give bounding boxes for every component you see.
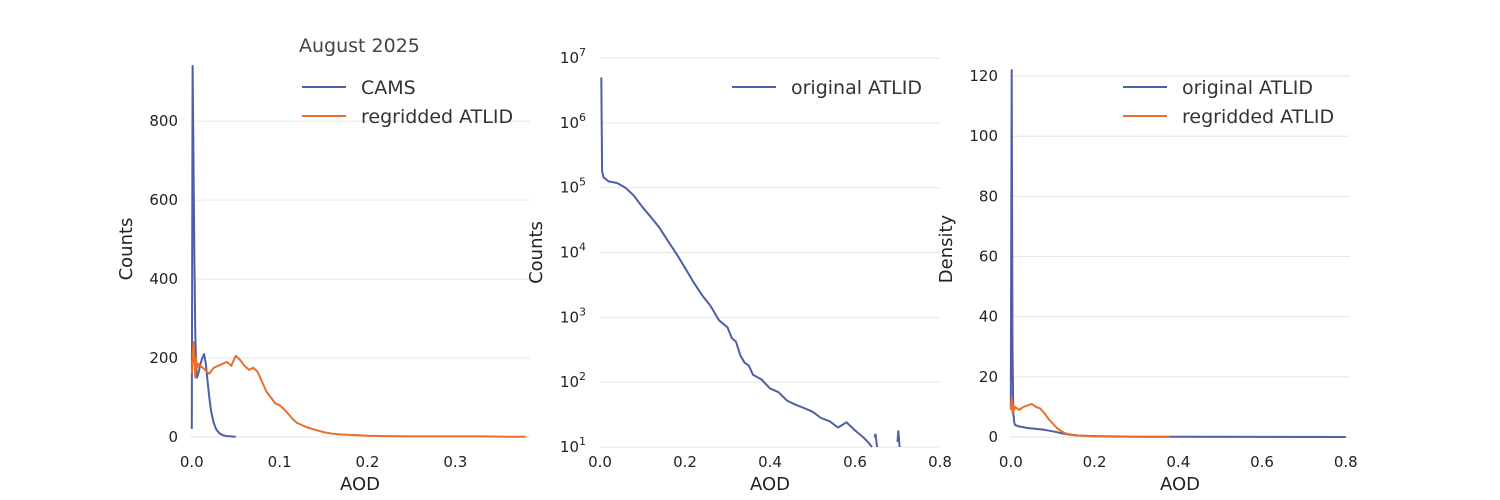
x-tick-label: 0.2 (673, 453, 697, 471)
chart-panel-density: 0 20 40 60 80 100 120 0.0 0.2 0.4 0.6 0.8 AOD Density… (936, 67, 1358, 495)
y-tick-label: 106 (560, 111, 586, 132)
y-axis-label: Counts (116, 218, 137, 281)
y-tick-label: 0 (168, 428, 178, 446)
y-tick-label: 120 (969, 67, 998, 85)
y-tick-label: 60 (979, 248, 998, 266)
series-line-regridded-atlid (1009, 396, 1171, 438)
x-tick-label: 0.8 (1334, 453, 1358, 471)
legend-title: August 2025 (299, 35, 420, 57)
y-axis-label: Density (936, 214, 957, 283)
x-axis-label: AOD (340, 474, 380, 495)
y-tick-label: 103 (560, 305, 586, 326)
y-tick-label: 100 (969, 127, 998, 145)
y-tick-label: 200 (149, 349, 178, 367)
x-tick-label: 0.2 (1083, 453, 1107, 471)
x-tick-label: 0.3 (443, 453, 467, 471)
x-tick-label: 0.2 (356, 453, 380, 471)
y-tick-label: 105 (560, 176, 586, 197)
y-tick-label: 800 (149, 112, 178, 130)
y-tick-label: 600 (149, 191, 178, 209)
x-tick-label: 0.0 (588, 453, 612, 471)
y-tick-label: 101 (560, 435, 586, 456)
y-tick-label: 0 (988, 428, 998, 446)
x-tick-label: 0.4 (758, 453, 782, 471)
y-tick-label: 107 (560, 46, 586, 67)
y-tick-label: 40 (979, 308, 998, 326)
y-tick-label: 102 (560, 370, 586, 391)
x-tick-label: 0.0 (180, 453, 204, 471)
series-line-cams (190, 64, 236, 438)
series-line-fragment (873, 433, 879, 448)
series-line-original-atlid (600, 77, 873, 448)
x-tick-label: 0.8 (928, 453, 952, 471)
legend-label: original ATLID (1182, 77, 1313, 99)
legend-label: regridded ATLID (1182, 106, 1334, 128)
x-tick-label: 0.0 (999, 453, 1023, 471)
x-tick-label: 0.6 (843, 453, 867, 471)
x-axis-label: AOD (750, 474, 790, 495)
y-tick-label: 400 (149, 270, 178, 288)
series-line-fragment (896, 430, 901, 448)
y-tick-label: 20 (979, 368, 998, 386)
chart-panel-cams-vs-regridded: 0 200 400 600 800 0.0 0.1 0.2 0.3 AOD Counts August… (116, 35, 530, 495)
y-axis-label: Counts (526, 221, 547, 284)
legend-label: original ATLID (791, 77, 922, 99)
x-tick-label: 0.1 (268, 453, 292, 471)
x-tick-label: 0.4 (1166, 453, 1190, 471)
chart-panel-original-log: 101 102 103 104 105 106 107 0.0 0.2 0.4 0.6 0.8 AOD C… (526, 46, 952, 495)
x-tick-label: 0.6 (1250, 453, 1274, 471)
legend-label: regridded ATLID (361, 106, 513, 128)
y-tick-label: 104 (560, 241, 586, 262)
x-axis-label: AOD (1160, 474, 1200, 495)
series-line-regridded-atlid (190, 341, 526, 438)
y-tick-label: 80 (979, 187, 998, 205)
legend-label: CAMS (361, 77, 416, 99)
